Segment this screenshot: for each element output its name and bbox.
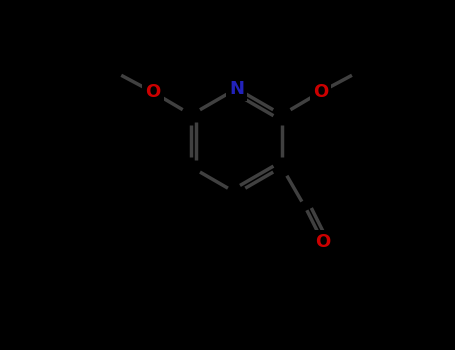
Text: O: O <box>315 233 330 251</box>
Text: N: N <box>229 80 244 98</box>
Text: O: O <box>313 83 328 101</box>
Text: O: O <box>145 83 160 101</box>
